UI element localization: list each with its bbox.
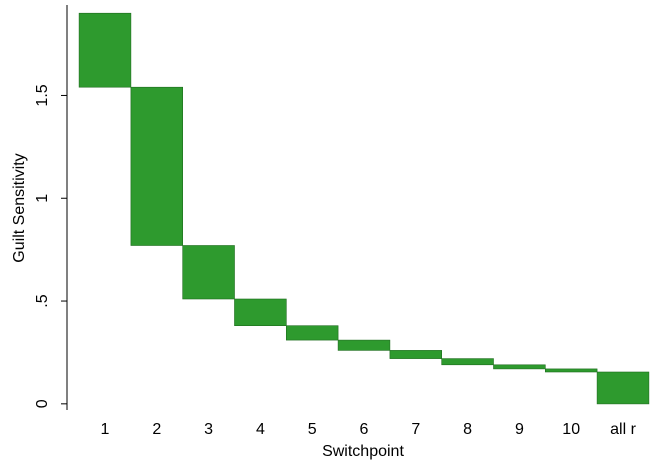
x-tick-label: 2 <box>152 421 161 438</box>
x-tick-label: 4 <box>256 421 265 438</box>
bar-4 <box>234 298 287 327</box>
bars-group <box>78 12 650 405</box>
bar-8 <box>441 358 494 366</box>
x-tick-label: 8 <box>463 421 472 438</box>
bar-6 <box>337 339 391 351</box>
y-axis-ticks: 0 .5 1 1.5 <box>34 84 67 408</box>
bar-3 <box>182 245 235 300</box>
bar-2 <box>130 86 183 246</box>
x-tick-label: 6 <box>360 421 369 438</box>
y-tick-label: .5 <box>34 294 51 307</box>
bar-9 <box>493 364 546 370</box>
bar-7 <box>389 350 442 359</box>
bar-all-r <box>596 371 650 405</box>
x-axis-title: Switchpoint <box>322 443 404 460</box>
x-tick-label: 10 <box>562 421 580 438</box>
x-tick-label: all r <box>610 421 636 438</box>
x-tick-label: 3 <box>204 421 213 438</box>
bar-10 <box>544 368 598 373</box>
y-tick-label: 0 <box>34 399 51 408</box>
y-axis-title: Guilt Sensitivity <box>11 153 28 262</box>
x-axis-ticks: 1 2 3 4 5 6 7 8 9 10 all r <box>101 421 637 438</box>
y-tick-label: 1 <box>34 194 51 203</box>
x-tick-label: 9 <box>515 421 524 438</box>
bar-5 <box>285 325 339 341</box>
x-tick-label: 7 <box>411 421 420 438</box>
y-tick-label: 1.5 <box>34 84 51 106</box>
bar-1 <box>78 12 132 88</box>
x-tick-label: 1 <box>101 421 110 438</box>
x-tick-label: 5 <box>308 421 317 438</box>
